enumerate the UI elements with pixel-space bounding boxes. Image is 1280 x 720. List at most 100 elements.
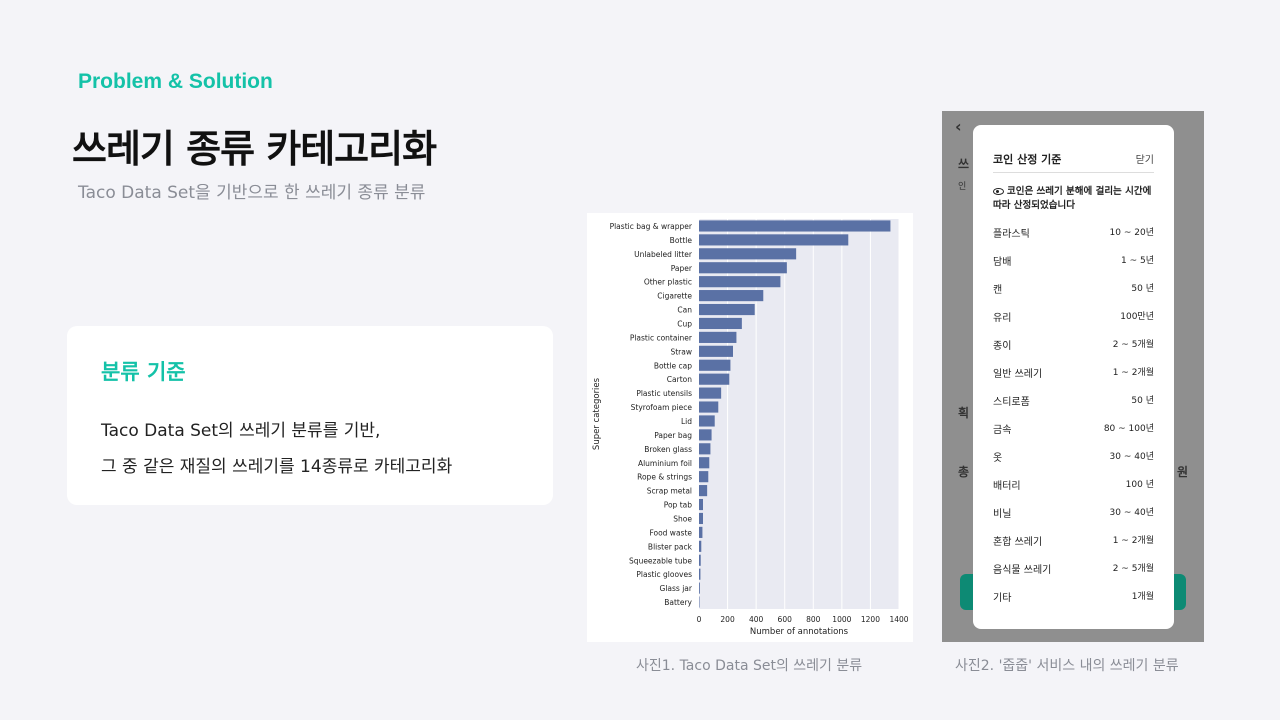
y-tick-label: Blister pack [648,542,693,551]
bg-label-fragment-3: 원 [1177,465,1189,479]
row-material-label: 일반 쓰레기 [993,369,1043,380]
bar [699,415,715,427]
bar [699,387,722,399]
x-tick-label: 200 [720,615,735,624]
page-subtitle: Taco Data Set을 기반으로 한 쓰레기 종류 분류 [78,183,426,203]
bar [699,512,703,525]
x-axis-label: Number of annotations [750,627,849,637]
row-material-label: 음식물 쓰레기 [993,565,1052,576]
x-tick-label: 800 [806,615,821,624]
y-tick-label: Paper bag [654,431,692,440]
y-tick-label: Scrap metal [647,487,692,496]
row-decompose-time: 2 ~ 5개월 [1112,340,1154,350]
row-decompose-time: 80 ~ 100년 [1103,424,1154,434]
y-tick-label: Bottle cap [654,361,692,370]
row-material-label: 스티로폼 [993,397,1030,408]
y-tick-label: Carton [667,375,692,384]
row-decompose-time: 1 ~ 2개월 [1112,536,1154,546]
coin-criteria-row: 배터리 100 년 [993,477,1154,493]
bar [699,359,731,371]
modal-close-button[interactable]: 닫기 [1135,155,1154,166]
y-tick-label: Battery [664,598,692,607]
bg-label-fragment-2: 총 [958,465,970,479]
row-decompose-time: 30 ~ 40년 [1109,508,1154,518]
y-tick-label: Food waste [649,528,692,537]
row-decompose-time: 2 ~ 5개월 [1112,564,1154,574]
coin-criteria-row: 옷 30 ~ 40년 [993,449,1154,465]
coin-criteria-modal: 코인 산정 기준 닫기 코인은 쓰레기 분해에 걸리는 시간에 따라 산정되었습… [973,125,1174,629]
bar [699,457,710,469]
row-material-label: 금속 [993,425,1012,436]
coin-criteria-row: 일반 쓰레기 1 ~ 2개월 [993,365,1154,381]
coin-criteria-row: 스티로폼 50 년 [993,393,1154,409]
back-chevron-icon[interactable]: ‹ [955,117,962,136]
row-material-label: 플라스틱 [993,229,1030,240]
modal-title: 코인 산정 기준 [993,153,1062,166]
row-material-label: 캔 [993,285,1003,296]
taco-bar-chart: Plastic bag & wrapper Bottle Unlabeled lit… [587,213,913,642]
row-decompose-time: 1 ~ 5년 [1121,256,1154,266]
modal-note-text: 코인은 쓰레기 분해에 걸리는 시간에 따라 산정되었습니다 [993,186,1152,211]
caption-photo-1: 사진1. Taco Data Set의 쓰레기 분류 [636,658,863,674]
row-material-label: 유리 [993,313,1012,324]
row-decompose-time: 1개월 [1131,592,1154,602]
row-decompose-time: 100만년 [1120,312,1154,322]
y-tick-label: Paper [671,264,693,273]
chart-svg: Plastic bag & wrapper Bottle Unlabeled lit… [592,219,909,637]
row-material-label: 담배 [993,257,1012,268]
criteria-card-title: 분류 기준 [101,360,186,384]
x-tick-label: 0 [697,615,702,624]
row-decompose-time: 50 년 [1131,396,1154,406]
bar [699,373,730,385]
bar [699,234,849,246]
y-tick-label: Plastic utensils [636,389,692,398]
bar [699,317,742,330]
x-tick-label: 1000 [832,615,851,624]
bar [699,331,737,343]
criteria-card: 분류 기준 Taco Data Set의 쓰레기 분류를 기반, 그 중 같은 … [67,326,553,505]
modal-note: 코인은 쓰레기 분해에 걸리는 시간에 따라 산정되었습니다 [993,185,1158,213]
modal-divider [993,172,1154,173]
coin-criteria-row: 기타 1개월 [993,589,1154,605]
row-decompose-time: 50 년 [1131,284,1154,294]
y-tick-label: Styrofoam piece [631,403,693,412]
y-tick-label: Aluminium foil [638,459,692,468]
coin-criteria-row: 비닐 30 ~ 40년 [993,505,1154,521]
caption-photo-2: 사진2. '줍줍' 서비스 내의 쓰레기 분류 [955,658,1179,674]
y-tick-label: Lid [681,417,692,426]
y-tick-label: Plastic glooves [636,570,692,579]
page-title: 쓰레기 종류 카테고리화 [72,127,437,171]
x-tick-label: 1200 [861,615,880,624]
bar [699,401,719,413]
y-tick-label: Other plastic [644,278,692,287]
coin-criteria-row: 플라스틱 10 ~ 20년 [993,225,1154,241]
y-tick-label: Shoe [673,514,692,523]
row-decompose-time: 30 ~ 40년 [1109,452,1154,462]
bar [699,303,755,316]
row-decompose-time: 10 ~ 20년 [1109,228,1154,238]
y-tick-label: Bottle [670,236,693,245]
y-tick-label: Broken glass [644,445,692,454]
bar [699,276,781,288]
coin-criteria-row: 혼합 쓰레기 1 ~ 2개월 [993,533,1154,549]
coin-criteria-row: 종이 2 ~ 5개월 [993,337,1154,353]
bar [699,540,702,552]
y-axis-label: Super categories [592,377,602,450]
bar [699,262,787,274]
criteria-line-1: Taco Data Set의 쓰레기 분류를 기반, [101,421,381,441]
bar [699,554,701,566]
coin-criteria-row: 유리 100만년 [993,309,1154,325]
y-tick-label: Cigarette [657,292,692,301]
coin-criteria-row: 음식물 쓰레기 2 ~ 5개월 [993,561,1154,577]
bar [699,220,891,232]
coin-criteria-row: 금속 80 ~ 100년 [993,421,1154,437]
y-tick-label: Can [677,306,692,315]
y-tick-label: Pop tab [664,501,693,510]
y-tick-label: Straw [670,347,692,356]
coin-criteria-row: 캔 50 년 [993,281,1154,297]
x-tick-label: 600 [778,615,793,624]
bar [699,290,764,302]
bar [699,248,797,260]
row-decompose-time: 100 년 [1125,480,1154,490]
y-tick-label: Unlabeled litter [634,250,693,259]
